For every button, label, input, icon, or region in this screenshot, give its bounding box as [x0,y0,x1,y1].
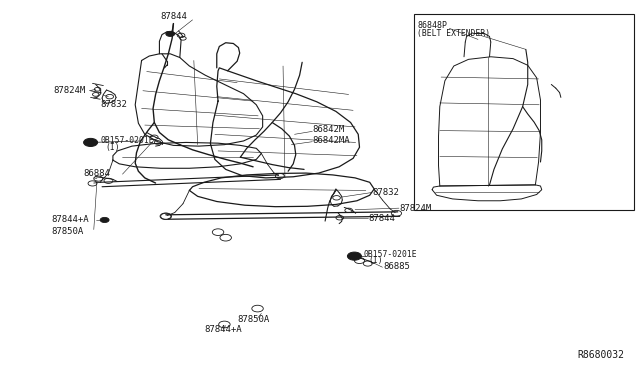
Text: 87832: 87832 [372,188,399,197]
Text: 0B157-0201E: 0B157-0201E [100,137,154,145]
Text: 0B157-0201E: 0B157-0201E [364,250,417,259]
Text: R8680032: R8680032 [577,350,625,360]
Text: 86885: 86885 [384,262,411,271]
Text: 86842M: 86842M [312,125,344,134]
Bar [414,14,634,210]
Text: B: B [353,254,356,259]
Text: (BELT EXTENDER): (BELT EXTENDER) [417,29,491,38]
Text: 87844: 87844 [369,214,396,223]
Text: 86848P: 86848P [417,21,447,30]
Text: 87832: 87832 [100,100,127,109]
Circle shape [166,31,175,36]
Circle shape [100,217,109,222]
Text: 86884: 86884 [83,169,110,177]
Text: 87824M: 87824M [399,203,431,213]
Text: 87844+A: 87844+A [204,326,242,334]
Circle shape [84,138,98,147]
Text: B: B [89,140,92,145]
Text: 87844+A: 87844+A [51,215,89,224]
Text: (I): (I) [105,143,120,152]
Text: 87824M: 87824M [54,86,86,94]
Circle shape [348,252,362,260]
Text: 86842MA: 86842MA [312,137,350,145]
Text: (I): (I) [369,256,383,266]
Text: 87850A: 87850A [237,315,269,324]
Text: 87844: 87844 [160,12,187,22]
Text: 87850A: 87850A [51,227,83,235]
